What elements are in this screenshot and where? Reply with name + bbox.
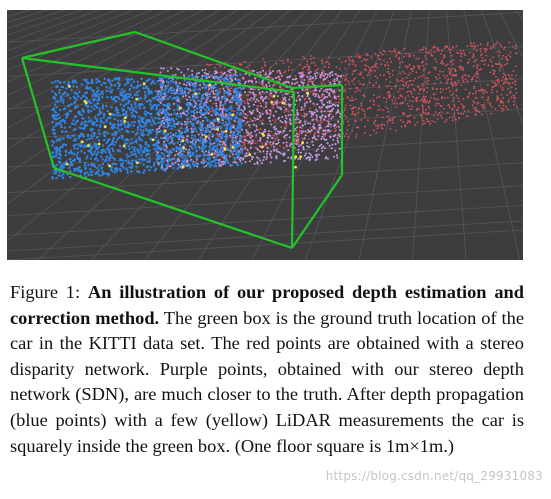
figure-body: The green box is the ground truth locati… [10, 307, 524, 456]
point-cloud-figure [7, 10, 523, 260]
propagated-points [50, 73, 244, 180]
figure-label: Figure 1: [10, 282, 81, 302]
figure-caption: Figure 1: An illustration of our propose… [10, 280, 524, 459]
lidar-points [65, 82, 310, 169]
point-cloud-canvas [7, 10, 523, 260]
watermark-text: https://blog.csdn.net/qq_29931083 [325, 469, 543, 483]
ground-truth-box [20, 30, 344, 250]
disparity-points [206, 41, 518, 159]
figure-title: An illustration of our proposed depth es… [10, 282, 524, 328]
